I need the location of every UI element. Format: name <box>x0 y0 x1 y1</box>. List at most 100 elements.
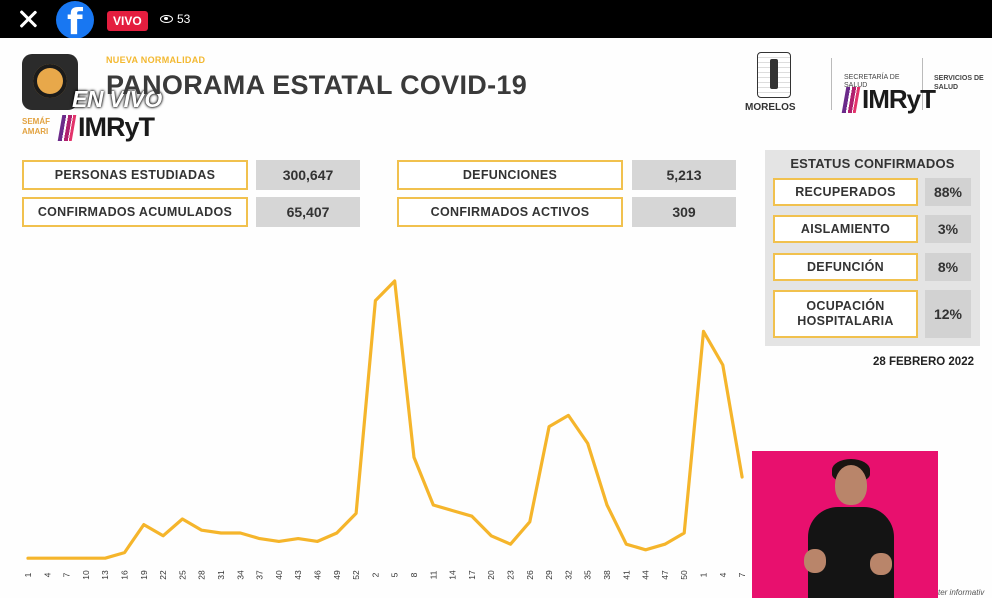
imryt-logo: IMRyT <box>57 112 155 143</box>
x-tick-label: 19 <box>139 570 149 580</box>
x-tick-label: 7 <box>737 572 747 577</box>
eye-icon <box>160 15 173 23</box>
x-tick-label: 7 <box>62 572 72 577</box>
x-tick-label: 31 <box>216 570 226 580</box>
data-point <box>432 504 435 506</box>
viewer-count: 53 <box>160 12 190 26</box>
logo-divider <box>831 58 832 110</box>
x-tick-label: 25 <box>177 570 187 580</box>
data-point <box>27 557 29 559</box>
imryt-mark-icon <box>841 86 861 113</box>
data-point <box>258 537 261 540</box>
data-point <box>509 543 512 545</box>
x-tick-label: 14 <box>448 570 458 580</box>
data-point <box>451 509 454 512</box>
status-label-defuncion: DEFUNCIÓN <box>773 253 918 281</box>
data-point <box>529 521 531 523</box>
x-tick-label: 11 <box>428 570 438 579</box>
video-frame[interactable]: 1 4 7 10 13 16 19 22 25 28 31 34 37 40 43 46 49 52 2 5 8 11 14… <box>0 38 992 598</box>
x-tick-label: 2 <box>370 572 380 577</box>
status-value-aislamiento: 3% <box>925 215 971 243</box>
status-label-ocupacion-hospitalaria: OCUPACIÓN HOSPITALARIA <box>773 290 918 338</box>
semaforo-caption: SEMÁF AMARI <box>22 117 50 136</box>
x-tick-label: 4 <box>718 572 728 577</box>
x-tick-label: 52 <box>351 570 361 580</box>
x-tick-label: 40 <box>274 570 284 580</box>
data-point <box>65 557 68 559</box>
semaforo-icon <box>22 54 78 110</box>
data-point <box>355 512 357 515</box>
status-value-ocupacion-hospitalaria: 12% <box>925 290 971 338</box>
x-tick-label: 17 <box>467 570 477 580</box>
data-point <box>722 364 724 366</box>
data-point <box>741 476 743 478</box>
sign-language-interpreter-video <box>752 451 938 598</box>
x-tick-label: 26 <box>525 570 535 580</box>
close-icon[interactable] <box>14 6 42 34</box>
imryt-logo-text: IMRyT <box>78 112 155 142</box>
data-point <box>606 504 608 506</box>
data-point <box>316 540 319 543</box>
x-tick-label: 1 <box>23 572 33 577</box>
morelos-label: MORELOS <box>745 102 796 113</box>
data-point <box>220 532 222 534</box>
data-point <box>393 280 396 282</box>
x-tick-label: 37 <box>255 570 265 580</box>
facebook-logo-icon[interactable]: f <box>56 1 94 39</box>
imryt-logo-text: IMRyT <box>862 84 936 114</box>
x-tick-label: 4 <box>42 572 52 577</box>
data-point <box>567 414 570 417</box>
data-point <box>586 442 589 445</box>
footer-note: ter informativ <box>938 588 985 597</box>
status-label-recuperados: RECUPERADOS <box>773 178 918 206</box>
covid-cases-line-chart: 1 4 7 10 13 16 19 22 25 28 31 34 37 40 43 46 49 52 2 5 8 11 14… <box>23 279 747 580</box>
stat-label-personas-estudiadas: PERSONAS ESTUDIADAS <box>22 160 248 190</box>
x-tick-label: 22 <box>158 570 168 580</box>
stat-value-personas-estudiadas: 300,647 <box>256 160 360 190</box>
data-point <box>297 537 300 540</box>
morelos-seal-icon <box>757 52 791 98</box>
x-tick-label: 34 <box>235 570 245 580</box>
x-tick-label: 38 <box>602 570 612 580</box>
stat-label-defunciones: DEFUNCIONES <box>397 160 623 190</box>
status-label-aislamiento: AISLAMIENTO <box>773 215 918 243</box>
x-tick-label: 47 <box>660 570 670 580</box>
x-tick-label: 10 <box>81 570 91 580</box>
x-tick-label: 23 <box>506 570 516 580</box>
x-tick-label: 13 <box>100 570 110 580</box>
data-point <box>336 532 338 534</box>
x-tick-label: 5 <box>390 572 400 577</box>
x-axis-ticks: 1 4 7 10 13 16 19 22 25 28 31 34 37 40 43 46 49 52 2 5 8 11 14… <box>23 280 747 580</box>
x-tick-label: 44 <box>641 570 651 580</box>
data-point <box>625 543 628 545</box>
logo-divider <box>922 58 923 110</box>
imryt-logo-secondary: IMRyT <box>841 84 936 115</box>
stat-value-confirmados-activos: 309 <box>632 197 736 227</box>
x-tick-label: 32 <box>563 570 573 580</box>
data-point <box>162 535 164 537</box>
data-point <box>374 299 377 302</box>
x-tick-label: 29 <box>544 570 554 580</box>
data-point <box>200 529 203 531</box>
x-tick-label: 20 <box>486 570 496 580</box>
data-point <box>278 540 280 543</box>
viewer-count-value: 53 <box>177 12 191 26</box>
data-point <box>123 551 126 554</box>
status-value-defuncion: 8% <box>925 253 971 281</box>
data-point <box>413 456 415 459</box>
interpreter-figure <box>870 553 892 575</box>
data-point <box>683 532 685 534</box>
live-badge: VIVO <box>107 11 148 31</box>
data-point <box>181 518 184 520</box>
data-point <box>104 557 106 559</box>
interpreter-figure <box>804 549 826 573</box>
en-vivo-overlay: EN VIVO <box>72 86 162 112</box>
status-value-recuperados: 88% <box>925 178 971 206</box>
data-point <box>471 515 473 517</box>
x-tick-label: 35 <box>583 570 593 580</box>
cases-series-line <box>26 279 744 560</box>
data-point <box>490 535 493 537</box>
x-tick-label: 46 <box>313 570 323 580</box>
x-tick-label: 28 <box>197 570 207 580</box>
stat-value-confirmados-acumulados: 65,407 <box>256 197 360 227</box>
